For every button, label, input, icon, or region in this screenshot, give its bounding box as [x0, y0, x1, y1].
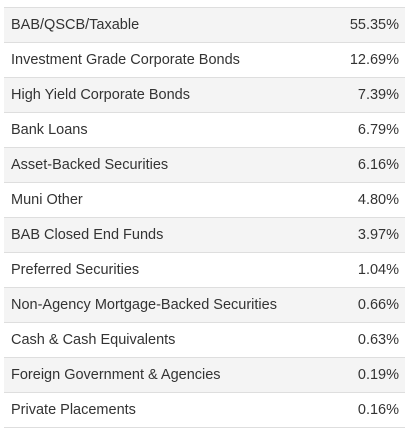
- row-value: 0.19%: [324, 357, 405, 393]
- row-label: High Yield Corporate Bonds: [4, 77, 324, 113]
- row-label: Foreign Government & Agencies: [4, 357, 324, 393]
- row-label: Cash & Cash Equivalents: [4, 322, 324, 358]
- table-row: High Yield Corporate Bonds 7.39%: [4, 77, 405, 113]
- row-value: 1.04%: [324, 252, 405, 288]
- row-label: Asset-Backed Securities: [4, 147, 324, 183]
- row-label: BAB/QSCB/Taxable: [4, 7, 324, 43]
- allocation-table-container: BAB/QSCB/Taxable 55.35% Investment Grade…: [4, 7, 405, 428]
- row-label: Investment Grade Corporate Bonds: [4, 42, 324, 78]
- row-value: 0.63%: [324, 322, 405, 358]
- row-label: Non-Agency Mortgage-Backed Securities: [4, 287, 324, 323]
- row-value: 12.69%: [324, 42, 405, 78]
- row-label: Muni Other: [4, 182, 324, 218]
- table-row: Bank Loans 6.79%: [4, 112, 405, 148]
- row-label: Private Placements: [4, 392, 324, 428]
- row-value: 6.16%: [324, 147, 405, 183]
- row-value: 4.80%: [324, 182, 405, 218]
- row-value: 55.35%: [324, 7, 405, 43]
- table-row: Non-Agency Mortgage-Backed Securities 0.…: [4, 287, 405, 323]
- table-row: Muni Other 4.80%: [4, 182, 405, 218]
- table-row: Investment Grade Corporate Bonds 12.69%: [4, 42, 405, 78]
- row-label: Bank Loans: [4, 112, 324, 148]
- row-value: 0.66%: [324, 287, 405, 323]
- table-row: BAB Closed End Funds 3.97%: [4, 217, 405, 253]
- table-row: Private Placements 0.16%: [4, 392, 405, 428]
- row-value: 3.97%: [324, 217, 405, 253]
- table-row: Preferred Securities 1.04%: [4, 252, 405, 288]
- table-row: Cash & Cash Equivalents 0.63%: [4, 322, 405, 358]
- table-row: Asset-Backed Securities 6.16%: [4, 147, 405, 183]
- table-row: BAB/QSCB/Taxable 55.35%: [4, 7, 405, 43]
- table-row: Foreign Government & Agencies 0.19%: [4, 357, 405, 393]
- row-label: Preferred Securities: [4, 252, 324, 288]
- allocation-table: BAB/QSCB/Taxable 55.35% Investment Grade…: [4, 7, 405, 428]
- row-value: 6.79%: [324, 112, 405, 148]
- row-label: BAB Closed End Funds: [4, 217, 324, 253]
- row-value: 0.16%: [324, 392, 405, 428]
- row-value: 7.39%: [324, 77, 405, 113]
